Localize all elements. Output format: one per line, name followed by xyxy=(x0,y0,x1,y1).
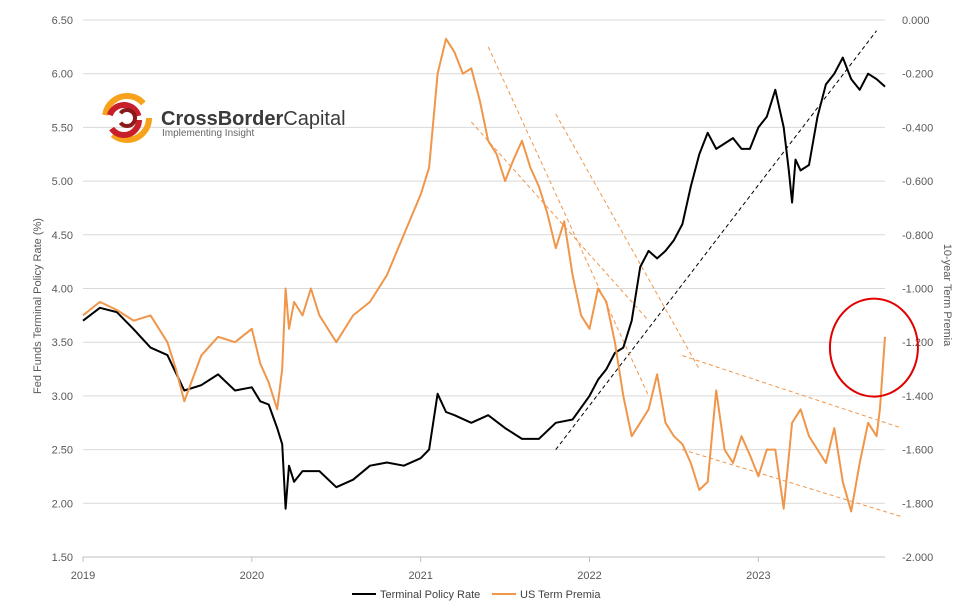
y-tick-label: 3.00 xyxy=(52,391,73,403)
gridlines xyxy=(83,19,885,504)
y-tick-label: 2.50 xyxy=(52,445,73,457)
logo-mark-icon xyxy=(102,93,152,143)
x-tick-label: 2023 xyxy=(746,570,770,582)
y-axis-right-title: 10-year Term Premia xyxy=(941,244,953,347)
legend-label-premia: US Term Premia xyxy=(520,589,601,601)
y-tick-label: 6.50 xyxy=(52,15,73,27)
series-lines xyxy=(82,37,886,513)
y2-tick-label: 0.000 xyxy=(902,15,930,27)
y2-tick-label: -1.800 xyxy=(902,498,933,510)
logo-tagline: Implementing Insight xyxy=(162,128,254,139)
y-tick-label: 2.00 xyxy=(52,498,73,510)
highlight-circle xyxy=(828,297,919,398)
trend-line-black xyxy=(555,30,877,450)
legend-label-terminal: Terminal Policy Rate xyxy=(380,589,480,601)
series-terminal-policy-rate xyxy=(82,56,886,510)
x-tick-label: 2021 xyxy=(408,570,432,582)
y2-tick-label: -1.000 xyxy=(902,284,933,296)
y-tick-label: 3.50 xyxy=(52,337,73,349)
y2-tick-label: -2.000 xyxy=(902,552,933,564)
y-axis-right: -2.000-1.800-1.600-1.400-1.200-1.000-0.8… xyxy=(902,15,933,564)
trend-line-orange xyxy=(487,46,650,397)
y2-tick-label: -0.600 xyxy=(902,176,933,188)
legend: Terminal Policy Rate US Term Premia xyxy=(352,589,601,601)
trend-lines xyxy=(470,30,903,518)
y-tick-label: 1.50 xyxy=(52,552,73,564)
y-tick-label: 6.00 xyxy=(52,69,73,81)
y2-tick-label: -0.800 xyxy=(902,230,933,242)
y-tick-label: 5.50 xyxy=(52,122,73,134)
y-tick-label: 4.50 xyxy=(52,230,73,242)
y2-tick-label: -0.200 xyxy=(902,69,933,81)
y2-tick-label: -1.400 xyxy=(902,391,933,403)
highlight-markers xyxy=(828,297,919,398)
trend-line-orange xyxy=(682,355,903,429)
y-axis-left: 1.50 2.00 2.50 3.00 3.50 4.00 4.50 5.00 5.50 6.00… xyxy=(52,15,73,564)
logo-name-light: Capital xyxy=(283,108,345,130)
series-us-term-premia xyxy=(82,37,886,513)
crossborder-capital-logo: CrossBorderCapital Implementing Insight xyxy=(102,93,346,143)
y2-tick-label: -1.600 xyxy=(902,445,933,457)
x-tick-label: 2019 xyxy=(71,570,95,582)
x-tick-label: 2020 xyxy=(240,570,264,582)
x-axis: 2019 2020 2021 2022 2023 xyxy=(71,556,885,582)
logo-name-bold: CrossBorder xyxy=(161,108,283,130)
trend-line-orange xyxy=(682,449,903,518)
logo-wordmark: CrossBorderCapital xyxy=(161,108,346,130)
y-tick-label: 4.00 xyxy=(52,284,73,296)
y2-tick-label: -0.400 xyxy=(902,122,933,134)
y-tick-label: 5.00 xyxy=(52,176,73,188)
x-tick-label: 2022 xyxy=(577,570,601,582)
trend-line-orange xyxy=(470,121,649,322)
y-axis-left-title: Fed Funds Terminal Policy Rate (%) xyxy=(32,218,44,394)
